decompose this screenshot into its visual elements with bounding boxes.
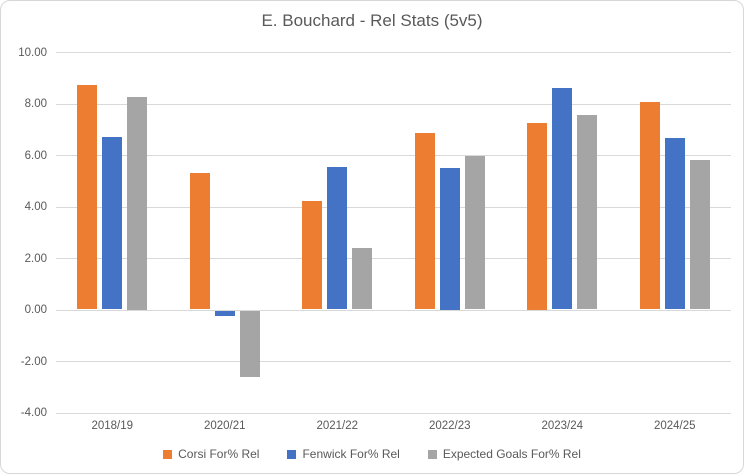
chart-bar [127,97,148,310]
x-category-label: 2021/22 [316,419,359,432]
y-gridline [56,206,731,208]
x-category-label: 2020/21 [203,419,246,432]
chart-bar [352,247,373,310]
chart-bar [664,138,685,310]
y-gridline [56,155,731,156]
y-tick-label: 0.00 [24,304,47,316]
chart-bar [102,136,123,310]
x-category-label: 2022/23 [428,419,471,432]
y-tick-label: 10.00 [18,46,47,59]
legend-label: Fenwick For% Rel [302,447,400,461]
chart-bar [527,122,548,310]
y-tick-label: 6.00 [24,149,47,162]
legend-label: Expected Goals For% Rel [442,447,581,461]
y-tick-label: -4.00 [20,407,47,419]
legend: Corsi For% Rel Fenwick For% Rel Expected G… [1,447,743,461]
chart-bar [414,133,435,310]
chart-bar [189,173,210,310]
chart-bar [77,85,98,310]
legend-swatch-icon [427,449,437,459]
y-tick-label: 4.00 [24,201,47,213]
y-tick-label: -2.00 [20,355,47,368]
chart-bar [639,102,660,310]
legend-swatch-icon [163,449,173,459]
y-gridline [56,412,731,414]
y-gridline [56,258,731,259]
x-category-label: 2024/25 [653,419,696,432]
chart-bar [302,201,323,310]
y-gridline [56,361,731,362]
x-category-label: 2023/24 [541,419,584,432]
chart-bar [214,310,235,316]
legend-item: Expected Goals For% Rel [427,447,581,461]
y-gridline [56,309,731,311]
chart-bar [577,115,598,310]
chart-bar [439,167,460,310]
legend-item: Corsi For% Rel [163,447,259,461]
chart-bar [689,160,710,310]
legend-label: Corsi For% Rel [178,447,260,461]
y-tick-label: 2.00 [24,252,47,265]
legend-item: Fenwick For% Rel [287,447,400,461]
y-tick-label: 8.00 [24,98,47,110]
x-category-label: 2018/19 [91,419,134,432]
chart-bar [327,166,348,310]
legend-swatch-icon [287,449,297,459]
chart-bar [552,88,573,310]
chart-title: E. Bouchard - Rel Stats (5v5) [261,11,483,30]
chart-bar [239,310,260,378]
y-gridline [56,52,731,53]
y-gridline [56,103,731,105]
chart-bar [464,156,485,310]
